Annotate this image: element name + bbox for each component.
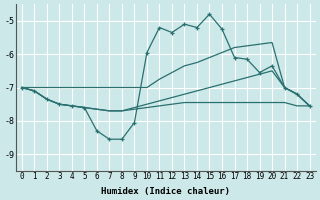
X-axis label: Humidex (Indice chaleur): Humidex (Indice chaleur): [101, 187, 230, 196]
